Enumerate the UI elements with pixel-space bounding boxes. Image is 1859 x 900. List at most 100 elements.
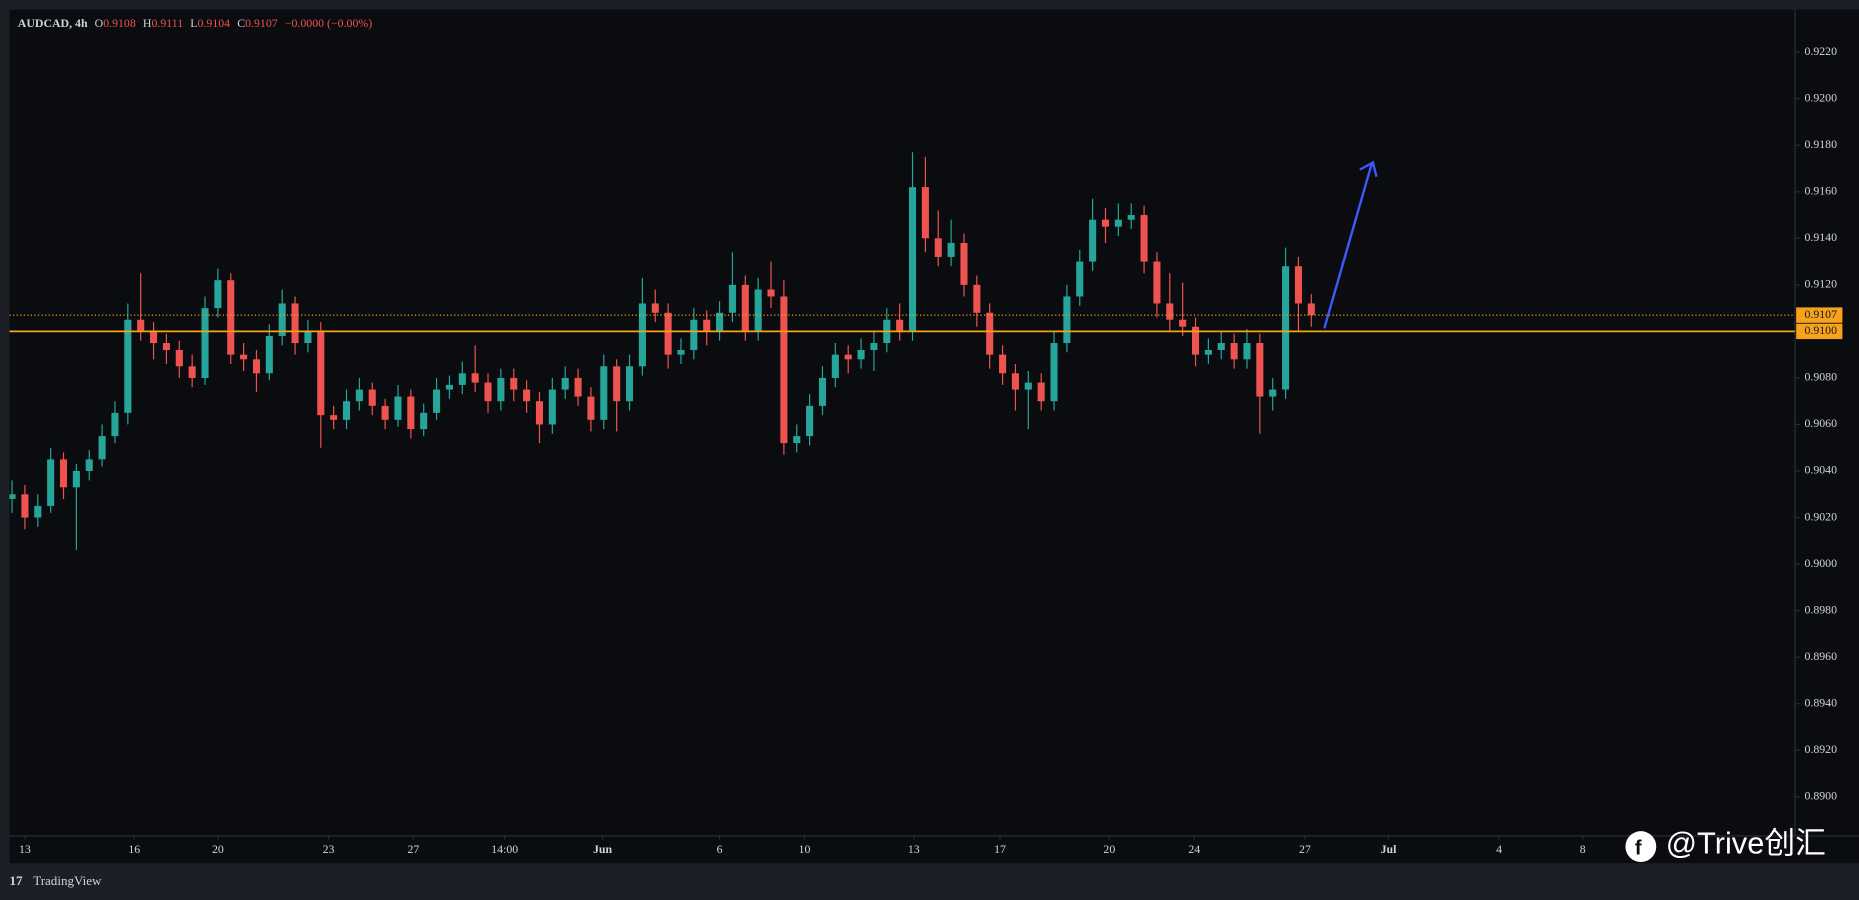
candle-body bbox=[342, 401, 351, 420]
candle-body bbox=[150, 331, 158, 344]
candle-body bbox=[330, 415, 338, 420]
candle-body bbox=[1140, 215, 1148, 262]
y-tick-label: 0.9000 bbox=[1804, 556, 1837, 570]
candle-body bbox=[9, 494, 16, 499]
x-tick-label: 27 bbox=[1299, 842, 1311, 856]
y-tick-label: 0.8920 bbox=[1804, 742, 1837, 756]
candle-body bbox=[497, 377, 505, 402]
candle-body bbox=[716, 312, 724, 332]
candle-body bbox=[548, 389, 556, 425]
y-tick-label: 0.8980 bbox=[1804, 602, 1837, 616]
candle-body bbox=[1101, 219, 1110, 227]
candle-body bbox=[574, 377, 582, 397]
y-tick-label: 0.9080 bbox=[1804, 370, 1837, 384]
candle-body bbox=[1269, 389, 1277, 397]
candle-body bbox=[947, 242, 955, 257]
candle-body bbox=[21, 494, 29, 518]
candle-body bbox=[137, 319, 145, 332]
candle-body bbox=[98, 436, 106, 460]
y-tick-label: 0.8900 bbox=[1804, 789, 1837, 803]
candle-body bbox=[1037, 382, 1045, 402]
candle-body bbox=[934, 238, 942, 257]
candle-body bbox=[921, 187, 929, 239]
candle-body bbox=[625, 366, 634, 402]
x-tick-label: 4 bbox=[1496, 842, 1502, 856]
candle-body bbox=[214, 280, 222, 309]
candle-body bbox=[844, 354, 852, 360]
candle-body bbox=[484, 382, 492, 402]
brand-logo: 17 bbox=[9, 873, 23, 888]
candle-body bbox=[1153, 261, 1161, 304]
candle-body bbox=[1217, 343, 1225, 351]
candle-body bbox=[831, 354, 839, 378]
candle-body bbox=[1307, 303, 1315, 316]
candle-body bbox=[355, 389, 363, 402]
y-tick-label: 0.9160 bbox=[1804, 183, 1837, 197]
candle-body bbox=[510, 377, 518, 390]
candle-body bbox=[523, 389, 531, 402]
candle-body bbox=[34, 505, 42, 518]
ohlc-label: C bbox=[237, 16, 245, 30]
candle-body bbox=[407, 396, 415, 430]
price-label-box bbox=[1796, 323, 1843, 340]
candle-body bbox=[175, 350, 183, 367]
arrow bbox=[1323, 163, 1373, 329]
candle-body bbox=[1243, 343, 1251, 360]
candle-body bbox=[458, 373, 466, 385]
candle-body bbox=[201, 308, 209, 378]
header: AUDCAD, 4h O0.9108 H0.9111 L0.9104 C0.9107 −0… bbox=[18, 16, 372, 30]
candle-body bbox=[973, 284, 981, 313]
candle-body bbox=[265, 336, 273, 374]
y-tick-label: 0.9140 bbox=[1804, 230, 1837, 244]
x-tick-label: 20 bbox=[1103, 842, 1115, 856]
candle-body bbox=[381, 405, 389, 420]
y-tick-label: 0.9020 bbox=[1804, 509, 1837, 523]
candle-body bbox=[368, 389, 376, 406]
candle-body bbox=[690, 319, 698, 351]
candle-body bbox=[72, 471, 80, 488]
change: −0.0000 (−0.00%) bbox=[285, 16, 372, 30]
candle-body bbox=[1204, 350, 1212, 355]
candle-body bbox=[754, 289, 762, 332]
candle-body bbox=[1191, 326, 1200, 355]
candle-body bbox=[1050, 343, 1058, 402]
ohlc: O0.9108 H0.9111 L0.9104 C0.9107 bbox=[95, 16, 278, 30]
watermark: @Trive创汇 bbox=[1666, 826, 1826, 861]
candle-body bbox=[587, 396, 595, 420]
ohlc-label: H bbox=[143, 16, 152, 30]
candle-body bbox=[896, 319, 904, 332]
candle-body bbox=[818, 377, 827, 406]
candle-body bbox=[1076, 261, 1084, 297]
candle-body bbox=[638, 303, 646, 367]
ohlc-value: 0.9108 bbox=[103, 16, 136, 30]
candle-body bbox=[240, 354, 248, 360]
candle-body bbox=[1166, 303, 1174, 320]
candle-body bbox=[1294, 266, 1302, 304]
x-tick-label: 10 bbox=[799, 842, 811, 856]
candle-body bbox=[433, 389, 441, 413]
ohlc-label: L bbox=[190, 16, 197, 30]
candle-body bbox=[960, 242, 968, 285]
price-label: 0.9107 bbox=[1804, 307, 1837, 321]
candle-body bbox=[304, 331, 312, 344]
ohlc-value: 0.9107 bbox=[245, 16, 278, 30]
candle-body bbox=[600, 366, 608, 420]
candle-body bbox=[1063, 296, 1071, 344]
arrow-head bbox=[1359, 160, 1378, 178]
candle-body bbox=[59, 459, 68, 488]
candle-body bbox=[561, 377, 569, 390]
candle-body bbox=[394, 396, 402, 420]
y-tick-label: 0.9120 bbox=[1804, 277, 1837, 291]
candle-body bbox=[664, 312, 672, 355]
x-tick-label: 20 bbox=[212, 842, 224, 856]
y-tick-label: 0.9040 bbox=[1804, 463, 1837, 477]
candle-body bbox=[1256, 343, 1264, 397]
candle-body bbox=[703, 319, 711, 332]
y-tick-label: 0.9060 bbox=[1804, 416, 1837, 430]
candle-body bbox=[1230, 343, 1238, 360]
x-tick-label: Jun bbox=[593, 842, 613, 856]
x-tick-label: Jul bbox=[1381, 842, 1398, 856]
price-label: 0.9100 bbox=[1804, 323, 1837, 337]
candle-body bbox=[728, 284, 736, 313]
